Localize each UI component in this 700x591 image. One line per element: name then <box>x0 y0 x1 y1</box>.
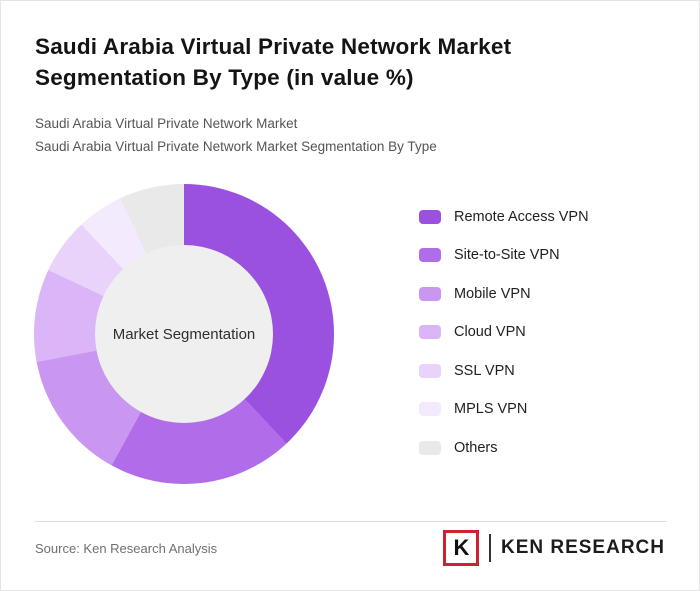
legend-label: Mobile VPN <box>454 285 531 302</box>
footer-divider <box>35 521 667 522</box>
logo-wordmark: KEN RESEARCH <box>500 537 665 558</box>
donut-center-label: Market Segmentation <box>112 325 256 343</box>
legend-label: Others <box>454 439 498 456</box>
legend-label: Cloud VPN <box>454 324 526 340</box>
page-title: Saudi Arabia Virtual Private Network Mar… <box>35 31 655 93</box>
page-title-line-1: Saudi Arabia Virtual Private Network Mar… <box>35 34 512 59</box>
subtitle-line-2: Saudi Arabia Virtual Private Network Mar… <box>35 138 437 154</box>
legend-label: SSL VPN <box>454 362 515 379</box>
legend-item: Remote Access VPN <box>419 208 589 225</box>
legend-swatch <box>419 286 441 301</box>
donut-chart: Market Segmentation <box>34 184 334 484</box>
subtitle-line-1: Saudi Arabia Virtual Private Network Mar… <box>35 116 298 131</box>
logo-separator <box>489 534 491 562</box>
legend-swatch <box>419 325 441 339</box>
legend-swatch <box>419 440 441 455</box>
legend-item: Cloud VPN <box>419 324 589 341</box>
legend-swatch <box>419 209 441 224</box>
chart-subtitle: Saudi Arabia Virtual Private Network Mar… <box>35 113 437 159</box>
legend-label: Remote Access VPN <box>454 208 589 225</box>
legend-item: SSL VPN <box>419 362 589 379</box>
logo-k-mark: K <box>443 530 480 566</box>
donut-center: Market Segmentation <box>95 245 273 423</box>
page-title-line-2: Segmentation By Type (in value %) <box>35 65 414 91</box>
legend-swatch <box>419 248 441 262</box>
legend-swatch <box>419 402 441 416</box>
source-text: Source: Ken Research Analysis <box>35 541 218 556</box>
legend-item: MPLS VPN <box>419 401 589 418</box>
legend-swatch <box>419 363 441 378</box>
legend-label: MPLS VPN <box>454 401 528 417</box>
legend-item: Site-to-Site VPN <box>419 247 589 264</box>
legend-item: Others <box>419 439 589 456</box>
legend-item: Mobile VPN <box>419 285 589 302</box>
ken-research-logo: K KEN RESEARCH <box>443 529 665 567</box>
chart-legend: Remote Access VPN Site-to-Site VPN Mobile … <box>419 208 589 478</box>
legend-label: Site-to-Site VPN <box>454 247 560 263</box>
